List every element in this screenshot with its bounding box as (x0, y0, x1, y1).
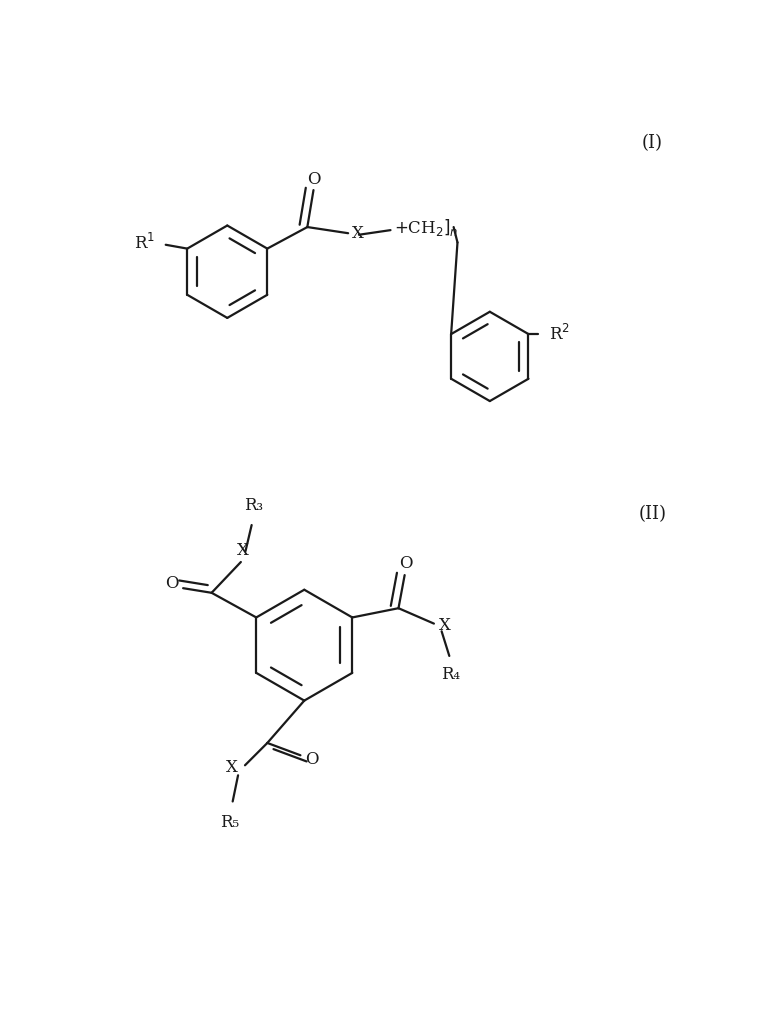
Text: (I): (I) (642, 134, 663, 152)
Text: O: O (165, 575, 178, 592)
Text: X: X (226, 759, 237, 776)
Text: R$^1$: R$^1$ (134, 233, 155, 253)
Text: O: O (399, 555, 412, 572)
Text: X: X (352, 226, 364, 242)
Text: X: X (439, 617, 451, 634)
Text: R₅: R₅ (220, 813, 239, 831)
Text: (II): (II) (638, 505, 667, 524)
Text: O: O (305, 752, 319, 769)
Text: R$^2$: R$^2$ (548, 324, 569, 344)
Text: R₄: R₄ (442, 666, 460, 683)
Text: O: O (307, 171, 321, 187)
Text: $+$CH$_2]_n$: $+$CH$_2]_n$ (393, 218, 458, 238)
Text: R₃: R₃ (243, 497, 263, 515)
Text: X: X (237, 542, 249, 559)
